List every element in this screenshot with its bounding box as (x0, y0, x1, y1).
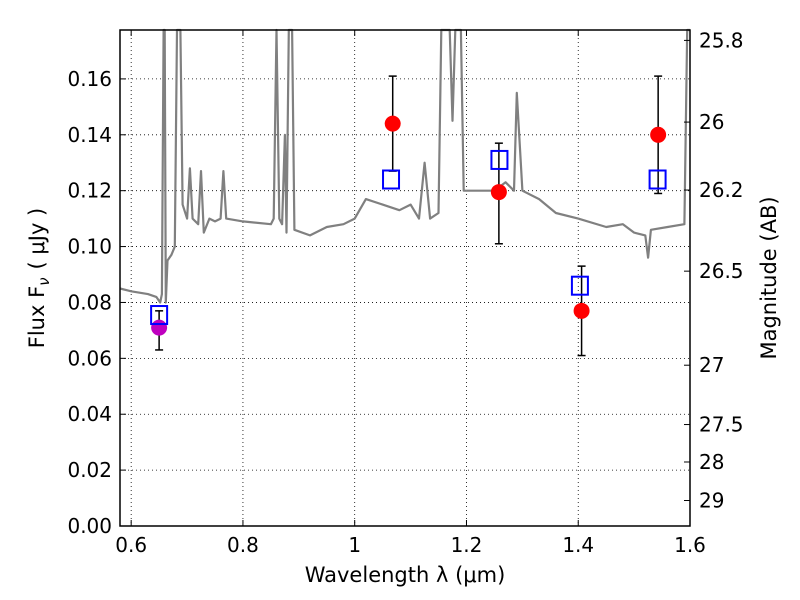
x-tick-label: 1 (348, 533, 361, 557)
circle-marker (490, 184, 507, 201)
x-tick-label: 1.4 (562, 533, 594, 557)
y2-tick-label: 26.2 (699, 178, 744, 202)
y2-tick-label: 26.5 (699, 259, 744, 283)
y2-tick-label: 27.5 (699, 413, 744, 437)
circle-marker (573, 302, 590, 319)
square-marker (648, 169, 667, 190)
y-tick-label: 0.14 (67, 123, 112, 147)
square-marker (570, 275, 589, 296)
data-markers (150, 115, 667, 336)
spectrum-line (119, 28, 690, 304)
x-tick-label: 0.8 (227, 533, 259, 557)
y2-tick-label: 27 (699, 353, 724, 377)
y-tick-label: 0.16 (67, 67, 112, 91)
y2-tick-label: 26 (699, 110, 724, 134)
y-tick-label: 0.06 (67, 346, 112, 370)
x-tick-label: 1.6 (674, 533, 706, 557)
y-tick-label: 0.08 (67, 290, 112, 314)
y2-tick-label: 29 (699, 489, 724, 513)
axis-ticks: 0.6 0.8 1 1.2 1.4 1.6 0.00 0.02 0.04 0.06 0.08 0.10… (67, 28, 743, 557)
spectrum-line-layer (119, 28, 690, 304)
circle-marker (384, 115, 401, 132)
x-axis-label: Wavelength λ (μm) (305, 563, 506, 587)
x-tick-label: 0.6 (115, 533, 147, 557)
y-tick-label: 0.04 (67, 402, 112, 426)
x-tick-label: 1.2 (451, 533, 483, 557)
square-marker (490, 149, 509, 170)
circle-marker (151, 319, 168, 336)
circle-marker (650, 126, 667, 143)
plot-frame (119, 29, 691, 527)
y-tick-label: 0.02 (67, 458, 112, 482)
grid (120, 30, 691, 527)
y2-axis-label: Magnitude (AB) (757, 196, 781, 359)
y-tick-label: 0.10 (67, 235, 112, 259)
y-tick-label: 0.00 (67, 514, 112, 538)
y2-tick-label: 28 (699, 450, 724, 474)
square-marker (150, 305, 169, 326)
y-tick-label: 0.12 (67, 179, 112, 203)
y-axis-label: Flux Fν( μJy ) (25, 208, 53, 349)
square-marker (382, 169, 401, 190)
y2-tick-label: 25.8 (699, 28, 744, 52)
